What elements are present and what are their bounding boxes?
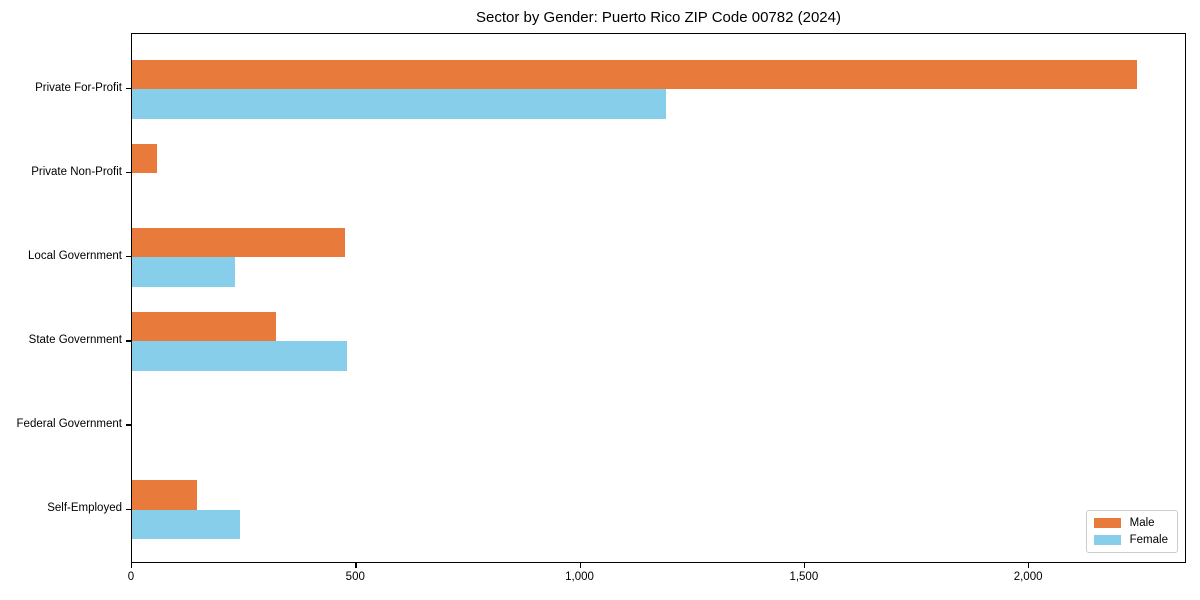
x-tick-label-500: 500 xyxy=(345,571,365,583)
x-tick-mark xyxy=(803,563,806,568)
y-category-label-private-non-profit: Private Non-Profit xyxy=(31,165,122,178)
x-tick-mark xyxy=(579,563,581,568)
y-category-label-self-employed: Self-Employed xyxy=(47,502,122,514)
legend-entry-male: Male xyxy=(1093,517,1168,529)
bar-male-self-employed xyxy=(132,480,198,510)
y-tick-mark xyxy=(126,424,131,426)
x-tick-label-2,000: 2,000 xyxy=(1013,571,1043,583)
y-category-label-private-for-profit: Private For-Profit xyxy=(35,81,122,94)
bar-male-state-government xyxy=(132,311,276,342)
chart-title: Sector by Gender: Puerto Rico ZIP Code 0… xyxy=(476,9,841,26)
x-tick-mark xyxy=(131,563,133,568)
bar-male-local-government xyxy=(132,227,346,258)
bar-female-state-government xyxy=(132,341,348,371)
bar-female-private-for-profit xyxy=(132,89,666,119)
y-tick-mark xyxy=(126,256,131,258)
y-category-label-state-government: State Government xyxy=(28,333,122,346)
bar-male-private-non-profit xyxy=(132,143,157,174)
female-swatch-icon xyxy=(1093,535,1121,545)
y-category-label-local-government: Local Government xyxy=(28,249,122,262)
bar-male-private-for-profit xyxy=(132,59,1137,89)
bar-female-local-government xyxy=(132,257,236,287)
legend: Male Female xyxy=(1085,510,1178,553)
y-tick-mark xyxy=(126,508,131,510)
x-tick-label-1,000: 1,000 xyxy=(565,571,594,583)
x-tick-label-0: 0 xyxy=(127,571,135,583)
plot-area: Male Female xyxy=(131,33,1186,563)
legend-label-male: Male xyxy=(1129,517,1155,529)
x-tick-mark xyxy=(355,563,357,568)
legend-entry-female: Female xyxy=(1093,534,1168,546)
y-tick-mark xyxy=(126,340,131,342)
legend-label-female: Female xyxy=(1129,534,1168,546)
x-tick-mark xyxy=(1028,563,1030,568)
y-tick-mark xyxy=(126,172,131,174)
y-category-label-federal-government: Federal Government xyxy=(16,417,122,430)
y-tick-mark xyxy=(126,88,131,90)
x-tick-label-1,500: 1,500 xyxy=(789,571,819,583)
bar-female-self-employed xyxy=(132,509,240,539)
male-swatch-icon xyxy=(1093,518,1121,528)
